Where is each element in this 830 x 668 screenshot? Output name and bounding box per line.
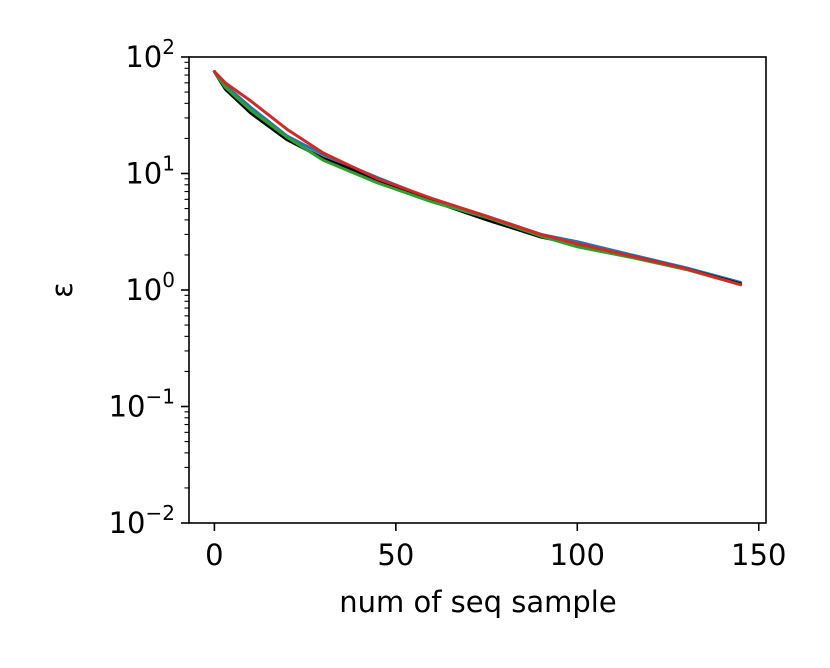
x-tick-label-0: 0 (205, 538, 223, 572)
y-tick-label-0: 102 (125, 35, 175, 74)
y-tick-label-4: 10−2 (109, 501, 175, 540)
y-tick-label-2: 100 (125, 268, 175, 307)
x-tick-label-50: 50 (377, 538, 414, 572)
y-tick-exponent-0: 2 (162, 35, 175, 59)
y-axis-label: ε (45, 282, 79, 298)
series-line-3 (212, 70, 743, 287)
x-tick-label-100: 100 (550, 538, 605, 572)
y-tick-exponent-1: 1 (162, 152, 175, 176)
series-line-0 (212, 70, 743, 284)
y-tick-label-1: 101 (125, 152, 175, 191)
x-axis-label: num of seq sample (339, 585, 616, 619)
x-tick-label-150: 150 (731, 538, 786, 572)
y-tick-exponent-4: −2 (146, 501, 175, 525)
y-tick-exponent-2: 0 (162, 268, 175, 292)
y-tick-exponent-3: −1 (146, 385, 175, 409)
series-layer (212, 70, 743, 287)
series-line-1 (212, 70, 743, 286)
y-tick-label-3: 10−1 (109, 385, 175, 424)
series-line-2 (212, 70, 743, 287)
